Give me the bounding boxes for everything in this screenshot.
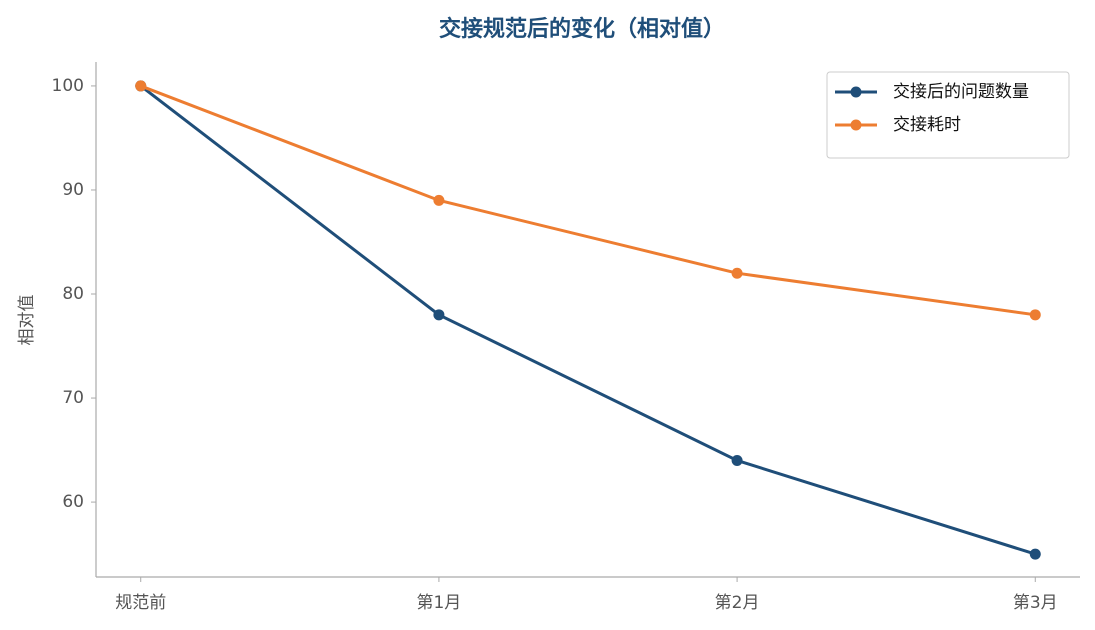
point bbox=[731, 454, 743, 466]
series-line bbox=[139, 84, 1036, 556]
point bbox=[1029, 309, 1041, 321]
point bbox=[731, 267, 743, 279]
chart-title: 交接规范后的变化（相对值） bbox=[439, 16, 725, 42]
y-tick-label: 80 bbox=[62, 284, 84, 304]
legend-label: 交接后的问题数量 bbox=[893, 82, 1029, 102]
legend-box bbox=[826, 71, 1070, 159]
x-tick-label: 规范前 bbox=[115, 593, 166, 613]
point bbox=[433, 309, 445, 321]
y-axis-label: 相对值 bbox=[17, 295, 37, 346]
x-tick-label: 第1月 bbox=[416, 593, 461, 613]
legend-marker bbox=[850, 119, 862, 131]
legend-marker bbox=[850, 86, 862, 98]
point bbox=[1029, 548, 1041, 560]
y-tick-label: 60 bbox=[62, 492, 84, 512]
point bbox=[135, 80, 147, 92]
y-tick-label: 100 bbox=[52, 76, 84, 96]
series-line bbox=[140, 84, 1036, 317]
y-tick-label: 70 bbox=[62, 388, 84, 408]
legend-label: 交接耗时 bbox=[893, 115, 961, 135]
x-tick-label: 第2月 bbox=[715, 593, 760, 613]
point bbox=[433, 194, 445, 206]
y-tick-label: 90 bbox=[62, 180, 84, 200]
x-tick-label: 第3月 bbox=[1013, 593, 1058, 613]
